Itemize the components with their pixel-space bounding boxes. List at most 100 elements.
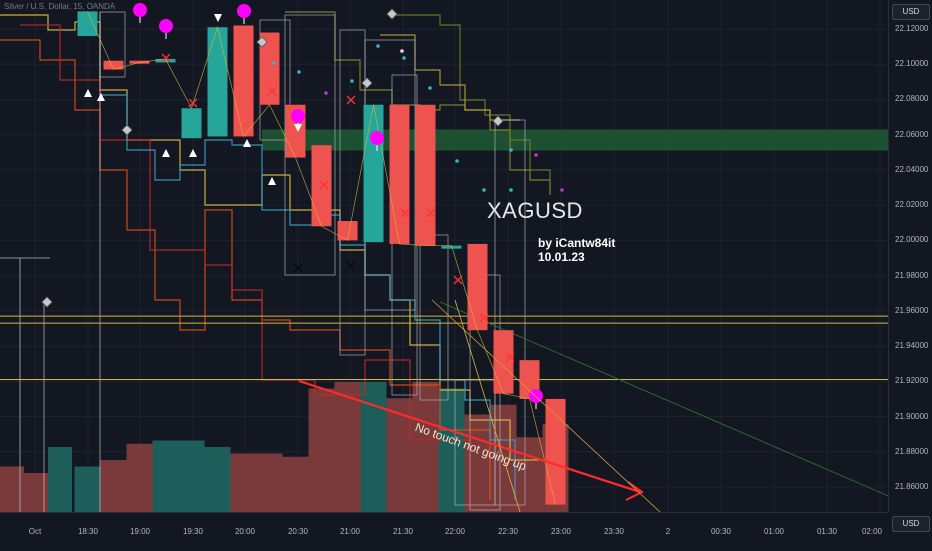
volume-bar	[74, 466, 101, 512]
time-tick-label: 23:30	[603, 527, 625, 536]
candle-body	[77, 11, 98, 37]
volume-bar	[282, 456, 309, 512]
time-tick-label: 22:30	[497, 527, 519, 536]
triangle-marker	[214, 14, 222, 22]
diamond-marker	[361, 77, 373, 89]
indicator-dot	[297, 70, 301, 74]
x-marker	[346, 95, 356, 105]
time-tick-label: Oct	[28, 527, 42, 536]
price-axis[interactable]: 22.12000 22.10000 22.08000 22.06000 22.04000…	[888, 0, 932, 512]
volume-bar	[126, 443, 153, 512]
x-marker	[479, 313, 489, 323]
projection-line	[431, 299, 661, 513]
price-tick-label: 22.06000	[895, 129, 929, 139]
pink-marker	[370, 131, 384, 145]
indicator-dot	[534, 153, 538, 157]
volume-bar	[24, 473, 48, 512]
candle-body	[207, 27, 228, 137]
price-chart[interactable]	[0, 0, 889, 513]
volume-bar	[230, 453, 257, 512]
volume-bar	[464, 414, 491, 512]
candle-body	[181, 108, 202, 139]
volume-bar	[178, 440, 205, 512]
indicator-dot	[428, 86, 432, 90]
candle-body	[259, 32, 280, 105]
time-tick-label: 19:30	[182, 527, 204, 536]
diamond-marker	[121, 124, 133, 136]
price-tick-label: 21.98000	[895, 270, 929, 280]
time-axis[interactable]: Oct 18:30 19:00 19:30 20:00 20:30 21:00 21:30 22…	[0, 512, 888, 551]
triangle-marker	[162, 149, 170, 157]
triangle-marker	[97, 93, 105, 101]
time-tick-label: 19:00	[129, 527, 151, 536]
candle-body	[545, 398, 566, 505]
x-marker	[161, 53, 171, 63]
indicator-dot	[350, 79, 354, 83]
indicator-dot	[482, 188, 486, 192]
currency-selector-top[interactable]: USD	[892, 4, 930, 20]
volume-bar	[386, 398, 413, 512]
volume-bar	[48, 447, 72, 512]
candle-body	[337, 221, 358, 241]
x-marker	[505, 352, 515, 362]
author-annotation[interactable]: by iCantw84it	[538, 236, 616, 250]
outline-box	[339, 29, 366, 356]
pink-marker	[237, 4, 251, 18]
volume-bar	[438, 388, 465, 512]
price-tick-label: 21.86000	[895, 482, 929, 491]
price-tick-label: 22.00000	[895, 235, 929, 245]
time-tick-label: 20:00	[234, 527, 256, 536]
volume-bar	[308, 388, 335, 512]
indicator-dot	[376, 44, 380, 48]
candle-body	[103, 60, 124, 70]
x-marker-dark	[346, 261, 356, 271]
diamond-marker	[492, 115, 504, 127]
indicator-dot	[509, 148, 513, 152]
outline-box	[419, 234, 449, 401]
volume-bar	[360, 382, 387, 512]
x-marker	[267, 86, 277, 96]
candle-body	[493, 330, 514, 394]
time-tick-label: 21:30	[392, 527, 414, 536]
price-tick-label: 22.10000	[895, 59, 929, 69]
candle-body	[155, 58, 176, 63]
trend-arrow	[298, 379, 641, 494]
price-tick-label: 21.88000	[895, 446, 929, 456]
volume-bar	[412, 382, 439, 512]
price-tick-label: 22.08000	[895, 94, 929, 104]
diamond-marker	[386, 8, 398, 20]
date-annotation[interactable]: 10.01.23	[538, 250, 585, 264]
price-tick-label: 22.04000	[895, 164, 929, 174]
x-marker	[188, 98, 198, 108]
x-marker	[319, 180, 329, 190]
currency-selector-bottom[interactable]: USD	[892, 516, 930, 532]
volume-bar	[152, 440, 179, 512]
indicator-dot	[402, 56, 406, 60]
time-tick-label: 02:00	[861, 527, 883, 536]
chart-canvas[interactable]	[0, 0, 889, 513]
indicator-dot	[324, 91, 328, 95]
candle-body	[389, 104, 410, 244]
outline-box	[494, 119, 526, 506]
triangle-marker	[294, 124, 302, 132]
zone-rect	[262, 129, 888, 151]
diamond-marker	[41, 296, 53, 308]
x-marker	[400, 208, 410, 218]
time-tick-label: 01:30	[816, 527, 838, 536]
price-tick-label: 21.94000	[895, 341, 929, 351]
candle-body	[311, 145, 332, 227]
symbol-legend[interactable]: Silver / U.S. Dollar, 15, OANDA	[4, 2, 116, 11]
triangle-marker	[189, 149, 197, 157]
time-tick-label: 00:30	[710, 527, 732, 536]
volume-bar	[516, 437, 543, 512]
pink-marker	[133, 3, 147, 17]
price-tick-label: 22.02000	[895, 200, 929, 210]
time-tick-label: 20:30	[287, 527, 309, 536]
volume-bar	[204, 447, 231, 512]
symbol-annotation[interactable]: XAGUSD	[487, 198, 583, 223]
indicator-dot	[400, 49, 404, 53]
indicator-dot	[560, 188, 564, 192]
candle-body	[441, 245, 462, 249]
diamond-marker	[256, 36, 268, 48]
time-tick-label: 21:00	[339, 527, 361, 536]
